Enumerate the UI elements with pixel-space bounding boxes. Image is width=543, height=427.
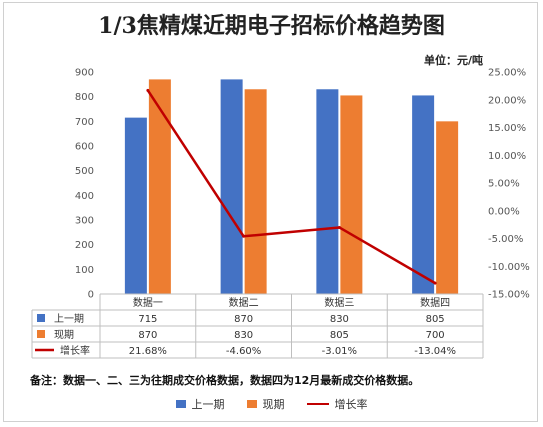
legend: 上一期 现期 增长率	[0, 396, 543, 412]
y-left-tick-label: 700	[75, 117, 94, 128]
data-label: 805	[426, 314, 445, 325]
growth-rate-point	[337, 225, 341, 229]
data-label: 870	[138, 330, 157, 341]
y-right-tick-label: 25.00%	[488, 68, 526, 79]
legend-label-growth: 增长率	[334, 398, 368, 411]
data-label: 21.68%	[129, 346, 167, 357]
y-left-tick-label: 200	[75, 240, 94, 251]
legend-item-current: 现期	[246, 396, 285, 412]
y-left-tick-label: 900	[75, 68, 94, 79]
y-left-tick-label: 400	[75, 191, 94, 202]
chart-title: 1/3焦精煤近期电子招标价格趋势图	[98, 13, 445, 39]
bar-previous	[124, 117, 147, 294]
table-legend-swatch	[37, 330, 45, 338]
y-right-tick-label: 10.00%	[488, 151, 526, 162]
y-right-tick-label: -5.00%	[488, 234, 523, 245]
y-left-tick-label: 500	[75, 166, 94, 177]
y-right-tick-label: -15.00%	[488, 290, 530, 301]
legend-label-current: 现期	[262, 398, 285, 411]
data-label: 830	[234, 330, 253, 341]
legend-item-previous: 上一期	[175, 396, 225, 412]
legend-label-previous: 上一期	[191, 398, 225, 411]
data-label: 700	[426, 330, 445, 341]
legend-swatch-current	[246, 400, 257, 408]
legend-item-growth: 增长率	[306, 396, 368, 412]
y-right-tick-label: 15.00%	[488, 123, 526, 134]
growth-rate-point	[242, 234, 246, 238]
y-left-tick-label: 800	[75, 92, 94, 103]
y-right-tick-label: 0.00%	[488, 206, 520, 217]
growth-rate-point	[433, 281, 437, 285]
y-left-tick-label: 600	[75, 142, 94, 153]
y-right-tick-label: 5.00%	[488, 179, 520, 190]
category-label: 数据二	[229, 296, 259, 309]
table-legend-swatch	[37, 314, 45, 322]
bar-previous	[316, 89, 339, 295]
table-series-name: 增长率	[60, 344, 90, 357]
legend-swatch-previous	[175, 400, 186, 408]
data-label: 870	[234, 314, 253, 325]
y-left-tick-label: 0	[88, 290, 94, 301]
growth-rate-line	[146, 89, 436, 285]
data-label: 715	[138, 314, 157, 325]
bar-previous	[220, 79, 243, 295]
category-label: 数据三	[324, 296, 354, 309]
data-label: -13.04%	[414, 346, 456, 357]
bar-previous	[412, 95, 435, 294]
table-series-name: 现期	[54, 329, 74, 341]
y-left-tick-label: 300	[75, 216, 94, 227]
data-label: 830	[330, 314, 349, 325]
y-left-tick-label: 100	[75, 265, 94, 276]
unit-label: 单位：元/吨	[423, 54, 483, 67]
bar-current	[436, 121, 459, 294]
y-right-tick-label: 20.00%	[488, 95, 526, 106]
bar-current	[244, 89, 267, 295]
legend-swatch-growth	[306, 403, 329, 405]
y-right-tick-label: -10.00%	[488, 262, 530, 273]
growth-rate-point	[146, 88, 150, 92]
data-label: -4.60%	[226, 346, 261, 357]
data-label: -3.01%	[322, 346, 357, 357]
table-series-name: 上一期	[54, 313, 84, 325]
category-label: 数据四	[420, 296, 450, 309]
bar-current	[340, 95, 363, 294]
bar-current	[148, 79, 171, 295]
footnote: 备注：数据一、二、三为往期成交价格数据，数据四为12月最新成交价格数据。	[30, 374, 420, 387]
category-label: 数据一	[133, 296, 163, 309]
data-label: 805	[330, 330, 349, 341]
